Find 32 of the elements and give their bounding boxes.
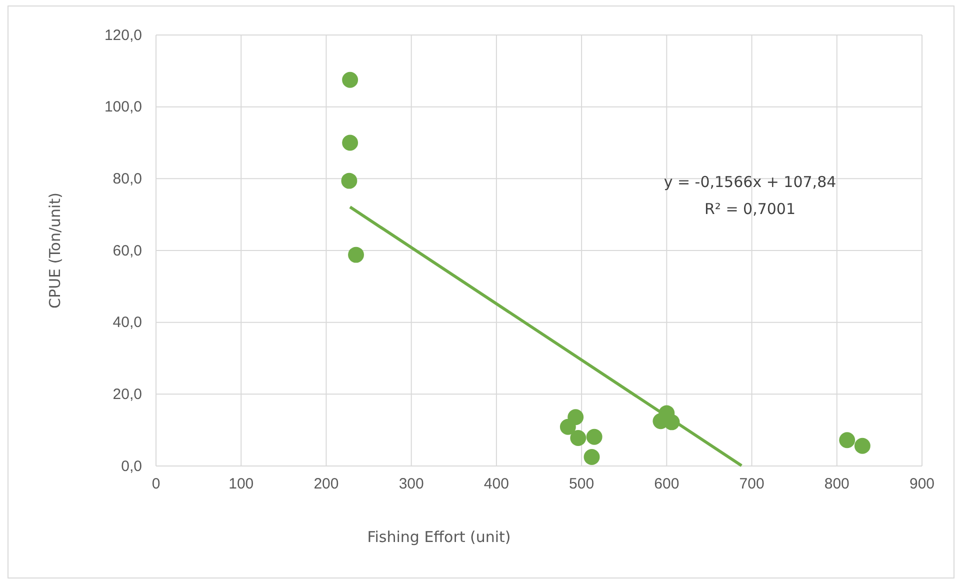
x-tick-label: 500 (569, 476, 594, 493)
y-tick-label: 60,0 (112, 242, 142, 260)
x-tick-label: 100 (228, 476, 254, 493)
point (341, 172, 358, 189)
x-tick-label: 0 (152, 476, 160, 493)
y-tick-label: 0,0 (121, 458, 142, 475)
point (570, 430, 586, 446)
y-tick-label: 120,0 (104, 26, 142, 44)
y-tick-label: 20,0 (112, 386, 142, 403)
x-tick-label: 700 (739, 476, 764, 493)
x-tick-label: 300 (398, 476, 424, 493)
point (348, 246, 364, 263)
x-axis-title: Fishing Effort (unit) (367, 528, 511, 546)
x-tick-label: 600 (654, 476, 680, 493)
annotation: R² = 0,7001 (704, 200, 796, 218)
y-tick-label: 100,0 (104, 98, 142, 116)
point (854, 438, 870, 454)
annotation: y = -0,1566x + 107,84 (664, 173, 836, 191)
point (839, 432, 856, 448)
point (586, 428, 602, 445)
point (342, 72, 358, 88)
x-tick-label: 200 (314, 476, 339, 493)
x-tick-label: 900 (909, 476, 935, 493)
point (342, 134, 358, 151)
x-tick-label: 400 (484, 476, 509, 493)
y-axis-title: CPUE (Ton/unit) (46, 192, 64, 308)
point (560, 418, 576, 435)
y-tick-label: 80,0 (112, 170, 142, 188)
y-tick-label: 40,0 (112, 314, 142, 332)
point (664, 414, 680, 430)
point (584, 449, 600, 465)
x-tick-label: 800 (824, 476, 850, 493)
